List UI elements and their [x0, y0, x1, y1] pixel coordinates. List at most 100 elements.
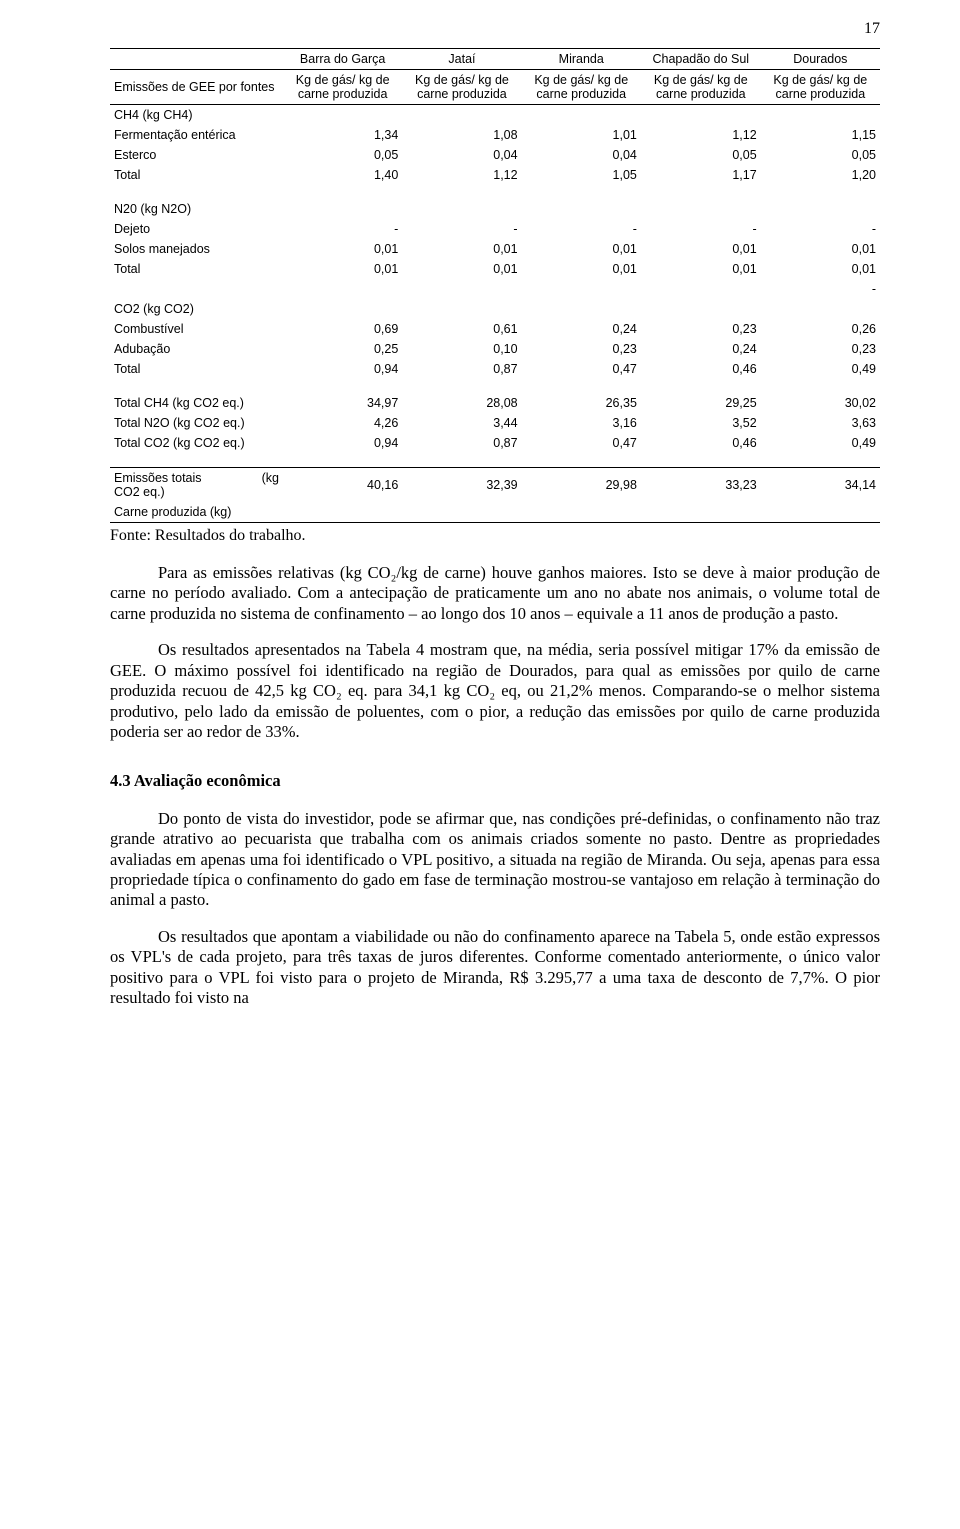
- table-row: Total N2O (kg CO2 eq.) 4,26 3,44 3,16 3,…: [110, 413, 880, 433]
- cell: 0,23: [761, 339, 880, 359]
- body-paragraph: Os resultados que apontam a viabilidade …: [110, 927, 880, 1009]
- table-row: Emissões totais (kg CO2 eq.) 40,16 32,39…: [110, 468, 880, 503]
- cell: 0,01: [402, 259, 521, 279]
- grand-label-l1: Emissões totais: [114, 471, 202, 485]
- grand-label-r1: (kg: [262, 471, 279, 485]
- cell: 0,01: [283, 239, 402, 259]
- section-title: N20 (kg N2O): [110, 199, 283, 219]
- cell: 3,16: [522, 413, 641, 433]
- cell: 32,39: [402, 468, 521, 503]
- page-number: 17: [110, 0, 880, 48]
- cell: 40,16: [283, 468, 402, 503]
- table-row: Solos manejados 0,01 0,01 0,01 0,01 0,01: [110, 239, 880, 259]
- section-title: CO2 (kg CO2): [110, 299, 283, 319]
- cell: 1,12: [641, 125, 761, 145]
- cell: -: [402, 219, 521, 239]
- cell: 30,02: [761, 393, 880, 413]
- row-label: Solos manejados: [110, 239, 283, 259]
- stray-dash: -: [761, 279, 880, 299]
- cell: 0,01: [402, 239, 521, 259]
- col-header: Jataí: [402, 49, 521, 70]
- col-header: Miranda: [522, 49, 641, 70]
- section-heading: 4.3 Avaliação econômica: [110, 771, 880, 791]
- cell: 0,04: [402, 145, 521, 165]
- cell: 0,04: [522, 145, 641, 165]
- cell: 0,46: [641, 433, 761, 453]
- table-row: Adubação 0,25 0,10 0,23 0,24 0,23: [110, 339, 880, 359]
- table-row: Combustível 0,69 0,61 0,24 0,23 0,26: [110, 319, 880, 339]
- body-paragraph: Do ponto de vista do investidor, pode se…: [110, 809, 880, 911]
- row-label: Total: [110, 165, 283, 185]
- cell: 0,25: [283, 339, 402, 359]
- cell: 29,98: [522, 468, 641, 503]
- cell: 29,25: [641, 393, 761, 413]
- cell: 0,10: [402, 339, 521, 359]
- col-subheader: Kg de gás/ kg de carne produzida: [402, 70, 521, 105]
- table-row: Dejeto - - - - -: [110, 219, 880, 239]
- table-row: Total CH4 (kg CO2 eq.) 34,97 28,08 26,35…: [110, 393, 880, 413]
- row-label: Total N2O (kg CO2 eq.): [110, 413, 283, 433]
- cell: 0,01: [522, 259, 641, 279]
- cell: 1,20: [761, 165, 880, 185]
- row-label: Total CH4 (kg CO2 eq.): [110, 393, 283, 413]
- table-row: Total 0,01 0,01 0,01 0,01 0,01: [110, 259, 880, 279]
- grand-label-l2: CO2 eq.): [114, 485, 279, 499]
- cell: 0,61: [402, 319, 521, 339]
- col-subheader: Kg de gás/ kg de carne produzida: [522, 70, 641, 105]
- cell: 0,87: [402, 359, 521, 379]
- row-label: Esterco: [110, 145, 283, 165]
- col-header: Barra do Garça: [283, 49, 402, 70]
- col-header: Dourados: [761, 49, 880, 70]
- cell: 0,49: [761, 433, 880, 453]
- table-row: -: [110, 279, 880, 299]
- row-label: Fermentação entérica: [110, 125, 283, 145]
- cell: 28,08: [402, 393, 521, 413]
- cell: 1,15: [761, 125, 880, 145]
- cell: 0,94: [283, 359, 402, 379]
- cell: 0,94: [283, 433, 402, 453]
- cell: 0,46: [641, 359, 761, 379]
- cell: 0,26: [761, 319, 880, 339]
- cell: 1,01: [522, 125, 641, 145]
- row-title: Emissões de GEE por fontes: [110, 70, 283, 105]
- cell: 0,23: [522, 339, 641, 359]
- cell: -: [761, 219, 880, 239]
- section-title: CH4 (kg CH4): [110, 105, 283, 126]
- cell: 1,12: [402, 165, 521, 185]
- cell: 0,01: [522, 239, 641, 259]
- cell: 0,01: [641, 259, 761, 279]
- table-source: Fonte: Resultados do trabalho.: [110, 527, 880, 545]
- table-row: Total CO2 (kg CO2 eq.) 0,94 0,87 0,47 0,…: [110, 433, 880, 453]
- emissions-table: Barra do Garça Jataí Miranda Chapadão do…: [110, 48, 880, 523]
- cell: 3,63: [761, 413, 880, 433]
- cell: 0,05: [283, 145, 402, 165]
- cell: 33,23: [641, 468, 761, 503]
- table-row: Total 0,94 0,87 0,47 0,46 0,49: [110, 359, 880, 379]
- cell: -: [522, 219, 641, 239]
- row-label: Adubação: [110, 339, 283, 359]
- cell: 0,87: [402, 433, 521, 453]
- body-paragraph: Para as emissões relativas (kg CO₂/kg de…: [110, 563, 880, 624]
- cell: 0,01: [641, 239, 761, 259]
- table-row: Total 1,40 1,12 1,05 1,17 1,20: [110, 165, 880, 185]
- row-label: Emissões totais (kg CO2 eq.): [110, 468, 283, 503]
- col-subheader: Kg de gás/ kg de carne produzida: [283, 70, 402, 105]
- cell: 0,01: [283, 259, 402, 279]
- row-label: Total: [110, 359, 283, 379]
- col-subheader: Kg de gás/ kg de carne produzida: [641, 70, 761, 105]
- cell: 0,24: [641, 339, 761, 359]
- grand-footer: Carne produzida (kg): [110, 502, 283, 523]
- row-label: Combustível: [110, 319, 283, 339]
- row-label: Total CO2 (kg CO2 eq.): [110, 433, 283, 453]
- row-label: Dejeto: [110, 219, 283, 239]
- cell: 0,49: [761, 359, 880, 379]
- page-container: 17 Barra do Garça Jataí Miranda Chapadão…: [0, 0, 960, 1085]
- table-row: Fermentação entérica 1,34 1,08 1,01 1,12…: [110, 125, 880, 145]
- cell: 1,05: [522, 165, 641, 185]
- cell: 0,47: [522, 433, 641, 453]
- cell: 3,44: [402, 413, 521, 433]
- cell: 0,01: [761, 239, 880, 259]
- cell: 3,52: [641, 413, 761, 433]
- cell: 1,08: [402, 125, 521, 145]
- col-subheader: Kg de gás/ kg de carne produzida: [761, 70, 880, 105]
